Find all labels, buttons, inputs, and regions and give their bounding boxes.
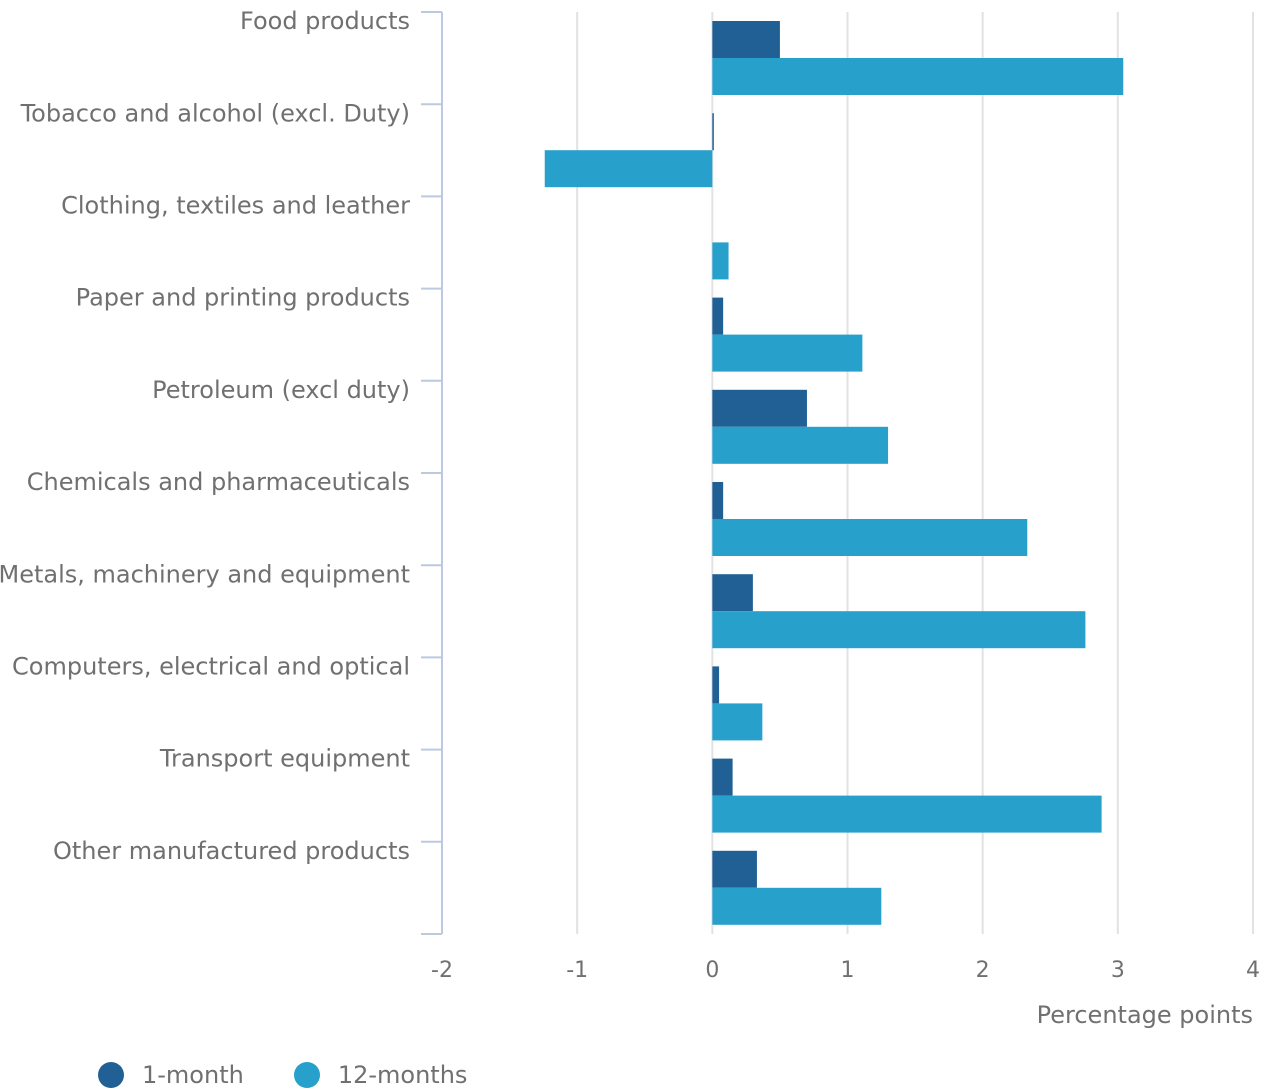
bar-1-month-3: [712, 297, 724, 335]
bar-12-months-6: [712, 611, 1086, 649]
category-label-1: Tobacco and alcohol (excl. Duty): [20, 99, 410, 127]
legend: 1-month 12-months: [98, 1058, 517, 1092]
bar-12-months-9: [712, 887, 882, 925]
bar-1-month-5: [712, 482, 724, 519]
category-label-9: Other manufactured products: [53, 837, 410, 865]
category-label-0: Food products: [240, 7, 410, 35]
category-label-4: Petroleum (excl duty): [152, 376, 410, 404]
bar-1-month-7: [712, 666, 720, 704]
category-label-5: Chemicals and pharmaceuticals: [27, 468, 410, 496]
bar-1-month-0: [712, 21, 780, 58]
bar-12-months-5: [712, 519, 1028, 556]
bar-12-months-3: [712, 334, 863, 372]
bar-1-month-6: [712, 574, 753, 612]
legend-label-12-months: 12-months: [337, 1061, 468, 1089]
x-tick-label-6: 4: [1246, 958, 1260, 983]
x-tick-label-1: -1: [566, 958, 588, 983]
bar-12-months-0: [712, 58, 1124, 95]
bar-1-month-1: [712, 113, 714, 151]
y-axis: [421, 11, 443, 935]
bar-chart: Food products Tobacco and alcohol (excl. …: [0, 7, 1260, 1029]
bar-12-months-8: [712, 795, 1102, 833]
x-tick-label-0: -2: [431, 958, 453, 983]
x-tick-label-5: 3: [1111, 958, 1125, 983]
legend-label-1-month: 1-month: [142, 1061, 244, 1089]
bar-1-month-8: [712, 758, 733, 796]
bar-1-month-4: [712, 389, 807, 427]
legend-item-1-month[interactable]: 1-month: [98, 1061, 244, 1089]
x-tick-labels: -2 -1 0 1 2 3 4: [431, 958, 1260, 983]
x-tick-label-4: 2: [976, 958, 990, 983]
category-label-8: Transport equipment: [159, 745, 410, 773]
x-tick-label-2: 0: [705, 958, 719, 983]
legend-item-12-months[interactable]: 12-months: [293, 1061, 468, 1089]
category-label-6: Metals, machinery and equipment: [0, 560, 410, 588]
bar-1-month-9: [712, 850, 757, 888]
x-axis-title: Percentage points: [1037, 1001, 1253, 1029]
bar-12-months-1: [544, 150, 713, 188]
bar-12-months-7: [712, 703, 763, 741]
category-label-3: Paper and printing products: [76, 284, 410, 312]
x-tick-label-3: 1: [841, 958, 855, 983]
bars: [544, 21, 1124, 925]
bar-12-months-2: [712, 242, 729, 280]
category-label-2: Clothing, textiles and leather: [61, 192, 410, 220]
legend-swatch-12-months: [293, 1062, 320, 1088]
bar-12-months-4: [712, 426, 889, 464]
category-labels: Food products Tobacco and alcohol (excl. …: [0, 7, 410, 865]
category-label-7: Computers, electrical and optical: [12, 653, 410, 681]
legend-swatch-1-month: [98, 1062, 124, 1088]
